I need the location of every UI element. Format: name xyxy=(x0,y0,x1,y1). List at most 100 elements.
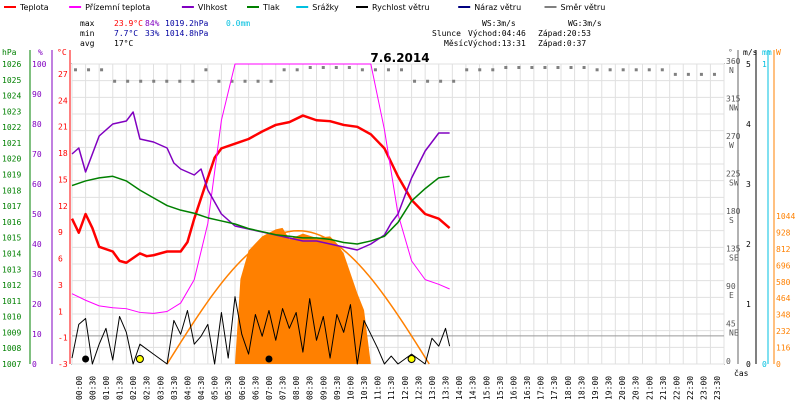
tick-label-hpa: 1014 xyxy=(2,249,21,258)
tick-label-time: 23:30 xyxy=(713,376,722,400)
wind-direction-mark xyxy=(217,79,221,83)
tick-label-time: 23:00 xyxy=(700,376,709,400)
tick-label-w: 1044 xyxy=(776,212,795,221)
tick-label-time: 07:00 xyxy=(265,376,274,400)
wind-direction-mark xyxy=(647,68,651,72)
tick-label-hpa: 1026 xyxy=(2,60,21,69)
tick-label-time: 05:30 xyxy=(224,376,233,400)
wind-speed-info: WS:3m/s xyxy=(482,19,516,28)
wind-direction-mark xyxy=(113,79,117,83)
tick-label-pct: 30 xyxy=(32,270,42,279)
legend-label: Přízemní teplota xyxy=(85,3,150,12)
tick-label-degc: 21 xyxy=(58,123,68,132)
axis-header-mm: mm xyxy=(762,48,772,57)
wind-gust-info: WG:3m/s xyxy=(568,19,602,28)
tick-label-pct: 10 xyxy=(32,330,42,339)
series-line xyxy=(71,63,450,314)
tick-label-hpa: 1015 xyxy=(2,234,21,243)
wind-direction-mark xyxy=(165,79,169,83)
wind-direction-mark xyxy=(191,79,195,83)
tick-label-w: 232 xyxy=(776,327,791,336)
tick-label-hpa: 1009 xyxy=(2,328,21,337)
tick-label-hpa: 1018 xyxy=(2,186,21,195)
tick-label-dir: N xyxy=(729,66,734,75)
tick-label-time: 15:30 xyxy=(496,376,505,400)
wind-direction-mark xyxy=(504,66,508,69)
wind-direction-mark xyxy=(517,66,521,69)
chart-title: 7.6.2014 xyxy=(370,51,429,65)
stats-block: max 23.9°C 84% 1019.2hPa 0.0mm min 7.7°C… xyxy=(80,19,250,48)
tick-label-time: 21:00 xyxy=(645,376,654,400)
tick-label-pct: 40 xyxy=(32,240,42,249)
moon-label: Měsíc xyxy=(444,39,468,48)
legend: Teplota Přízemní teplota Vlhkost Tlak Srážky… xyxy=(4,3,605,12)
tick-label-hpa: 1008 xyxy=(2,344,21,353)
tick-label-time: 01:00 xyxy=(102,376,111,400)
tick-label-degc: 6 xyxy=(58,255,63,264)
tick-label-w: 0 xyxy=(776,360,781,369)
wind-direction-mark xyxy=(230,79,234,83)
tick-label-time: 04:00 xyxy=(183,376,192,400)
sun-moon-block: WS:3m/s WG:3m/s Slunce Východ:04:46 Zápa… xyxy=(432,19,602,48)
tick-label-time: 20:30 xyxy=(632,376,641,400)
axis-headers: hPa % °C ° m/s mm W čas xyxy=(2,48,781,378)
legend-label: Tlak xyxy=(262,3,280,12)
stats-max-hum: 84% xyxy=(145,19,160,28)
tick-label-time: 06:30 xyxy=(251,376,260,400)
tick-label-deg: 360 xyxy=(726,57,741,66)
wind-direction-mark xyxy=(686,72,690,76)
tick-label-deg: 270 xyxy=(726,132,741,141)
wind-direction-mark xyxy=(139,79,143,83)
tick-label-time: 12:30 xyxy=(414,376,423,400)
stats-max-temp: 23.9°C xyxy=(114,19,143,28)
wind-direction-mark xyxy=(256,79,260,83)
wind-direction-mark xyxy=(621,68,625,72)
tick-label-ms: 4 xyxy=(746,120,751,129)
tick-label-degc: -1 xyxy=(58,334,68,343)
axis-header-ms: m/s xyxy=(743,48,758,57)
wind-direction-mark xyxy=(100,68,104,72)
tick-label-ms: 0 xyxy=(746,360,751,369)
tick-label-degc: -3 xyxy=(58,360,68,369)
tick-label-hpa: 1013 xyxy=(2,265,21,274)
tick-label-ms: 3 xyxy=(746,180,751,189)
tick-label-pct: 50 xyxy=(32,210,42,219)
theoretical-solar-line xyxy=(166,229,430,365)
tick-label-time: 21:30 xyxy=(659,376,668,400)
tick-label-deg: 90 xyxy=(726,282,736,291)
tick-label-ms: 5 xyxy=(746,60,751,69)
legend-label: Směr větru xyxy=(561,3,606,12)
tick-label-hpa: 1025 xyxy=(2,76,21,85)
wind-direction-mark xyxy=(269,79,273,83)
tick-label-time: 17:00 xyxy=(537,376,546,400)
wind-direction-mark xyxy=(126,79,130,83)
tick-label-deg: 135 xyxy=(726,245,741,254)
tick-label-time: 00:30 xyxy=(88,376,97,400)
wind-direction-mark xyxy=(608,68,612,72)
stats-max-press: 1019.2hPa xyxy=(165,19,209,28)
moon-marker xyxy=(265,355,273,363)
wind-direction-mark xyxy=(439,79,443,83)
wind-direction-mark xyxy=(178,79,182,83)
stats-max-rain: 0.0mm xyxy=(226,19,250,28)
sun-marker xyxy=(135,355,144,363)
x-axis-label: čas xyxy=(734,368,749,378)
wind-direction-mark xyxy=(334,66,338,69)
wind-direction-mark xyxy=(74,68,77,72)
tick-label-time: 19:00 xyxy=(591,376,600,400)
tick-label-dir: S xyxy=(729,216,734,225)
tick-label-time: 18:00 xyxy=(564,376,573,400)
tick-label-time: 22:30 xyxy=(686,376,695,400)
tick-label-hpa: 1011 xyxy=(2,297,21,306)
tick-label-degc: 27 xyxy=(58,70,68,79)
tick-label-dir: SE xyxy=(729,254,739,263)
tick-label-time: 08:00 xyxy=(292,376,301,400)
tick-label-hpa: 1022 xyxy=(2,123,21,132)
tick-label-time: 01:30 xyxy=(116,376,125,400)
wind-direction-mark xyxy=(282,68,286,72)
tick-label-time: 10:00 xyxy=(346,376,355,400)
wind-direction-mark xyxy=(152,79,156,83)
tick-label-deg: 180 xyxy=(726,207,741,216)
sun-set: Západ:20:53 xyxy=(538,29,591,38)
tick-label-dir: SW xyxy=(729,179,739,188)
